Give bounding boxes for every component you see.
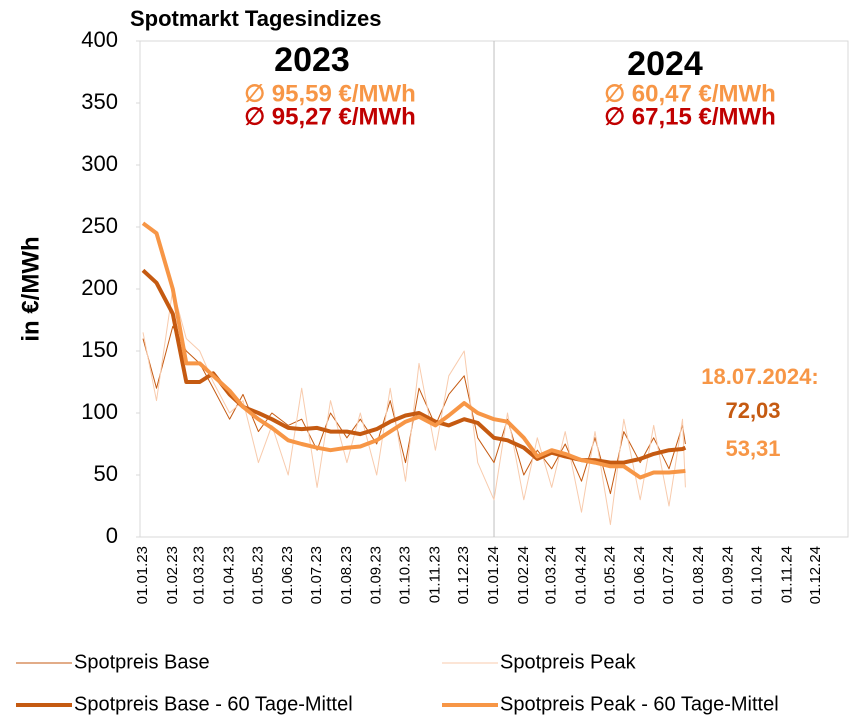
x-tick-label: 01.12.23 [455, 546, 472, 604]
x-tick-label: 01.06.24 [631, 546, 648, 604]
series-line [141, 268, 687, 465]
annotation: ∅ 67,15 €/MWh [604, 103, 776, 130]
x-tick-label: 01.07.23 [308, 546, 325, 604]
y-tick-label: 300 [81, 151, 118, 176]
x-tick-label: 01.11.24 [778, 546, 795, 603]
annotation: 2024 [627, 45, 703, 83]
annotation: ∅ 95,27 €/MWh [244, 103, 416, 130]
x-tick-label: 01.01.23 [134, 546, 151, 604]
x-tick-label: 01.08.23 [338, 546, 355, 604]
x-tick-label: 01.06.23 [279, 546, 296, 604]
annotation: 18.07.2024: [701, 364, 818, 389]
x-tick-label: 01.09.23 [368, 546, 385, 604]
chart-title: Spotmarkt Tagesindizes [130, 6, 381, 31]
x-tick-label: 01.10.23 [397, 546, 414, 604]
legend-label: Spotpreis Peak - 60 Tage-Mittel [500, 693, 779, 715]
y-tick-label: 150 [81, 337, 118, 362]
y-tick-label: 350 [81, 89, 118, 114]
legend-label: Spotpreis Base [74, 651, 210, 673]
legend-label: Spotpreis Base - 60 Tage-Mittel [74, 693, 353, 715]
x-tick-label: 01.04.23 [221, 546, 238, 604]
x-tick-label: 01.03.24 [543, 546, 560, 604]
y-tick-label: 100 [81, 399, 118, 424]
annotation: ∅ 95,59 €/MWh [244, 80, 416, 107]
x-tick-label: 01.01.24 [485, 546, 502, 604]
annotation: ∅ 60,47 €/MWh [604, 80, 776, 107]
y-tick-label: 400 [81, 27, 118, 52]
x-tick-label: 01.08.24 [690, 546, 707, 604]
x-tick-label: 01.02.23 [164, 546, 181, 604]
y-tick-label: 50 [94, 461, 118, 486]
x-tick-label: 01.11.23 [426, 546, 443, 603]
x-tick-label: 01.07.24 [660, 546, 677, 604]
series-line [141, 221, 686, 480]
x-tick-label: 01.05.24 [601, 546, 618, 604]
series-line [142, 288, 686, 526]
value-label: 72,03 [725, 398, 780, 423]
x-tick-label: 01.04.24 [573, 546, 590, 604]
y-tick-label: 0 [106, 523, 118, 548]
annotation: 2023 [274, 41, 350, 79]
x-tick-label: 01.03.23 [191, 546, 208, 604]
x-tick-label: 01.10.24 [748, 546, 765, 604]
x-tick-label: 01.02.24 [515, 546, 532, 604]
y-axis-label: in €/MWh [17, 236, 44, 341]
y-tick-label: 250 [81, 213, 118, 238]
y-tick-label: 200 [81, 275, 118, 300]
x-tick-label: 01.09.24 [720, 546, 737, 604]
series-line [142, 325, 686, 495]
x-tick-label: 01.05.23 [249, 546, 266, 604]
value-label: 53,31 [725, 436, 780, 461]
x-tick-label: 01.12.24 [807, 546, 824, 604]
legend-label: Spotpreis Peak [500, 651, 637, 673]
